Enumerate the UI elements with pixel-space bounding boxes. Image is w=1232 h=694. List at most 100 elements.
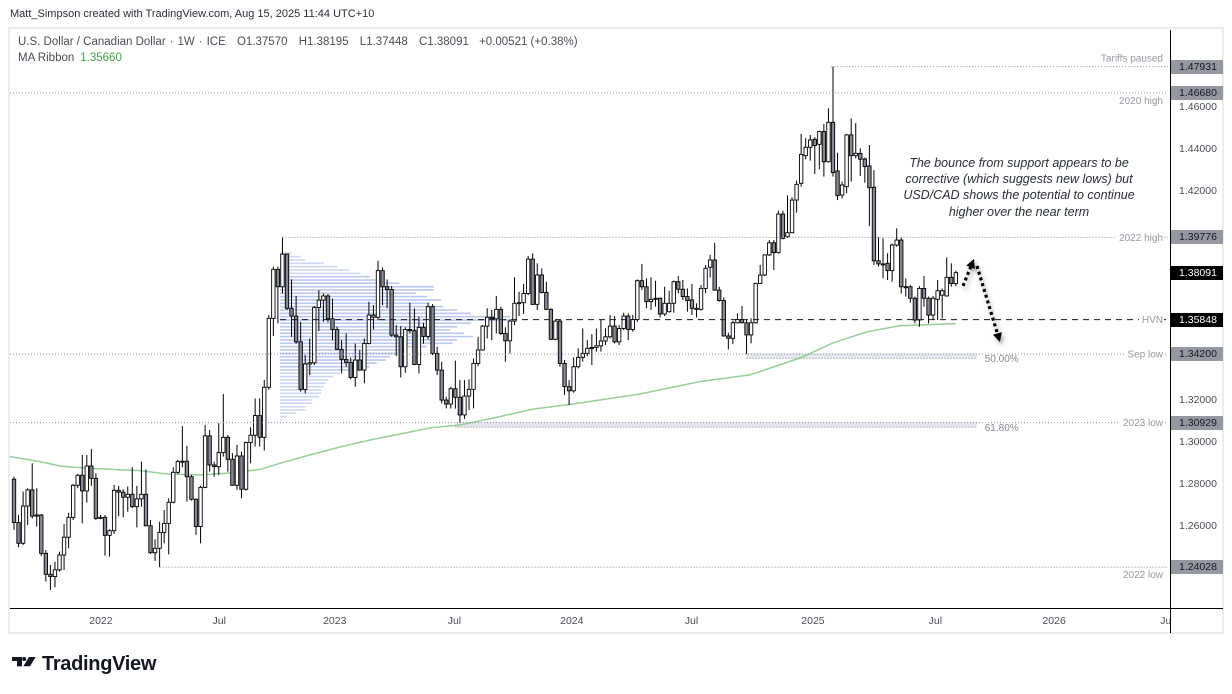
candle-body [808,139,813,148]
symbol-title[interactable]: U.S. Dollar / Canadian Dollar [18,36,166,48]
indicator-value: 1.35660 [80,52,122,64]
candle [289,279,294,337]
candle-body [817,131,822,145]
candle [703,264,708,294]
level-tariffs-paused[interactable]: Tariffs paused [831,54,1168,68]
candle-body [717,289,722,302]
candle [334,326,340,350]
candle-body [594,345,599,348]
candle [407,302,412,334]
candle [935,280,940,321]
candle [694,303,699,318]
candle-body [889,244,895,272]
annotation-text[interactable]: The bounce from support appears to be co… [899,155,1139,220]
candle [102,515,108,556]
candle-body [635,280,640,320]
author-watermark: Matt_Simpson created with TradingView.co… [10,8,375,20]
interval-label[interactable]: 1W [177,36,195,48]
candle [516,291,522,317]
volume-profile-row [279,335,474,338]
candle-body [653,297,658,300]
level-2023-low[interactable]: 2023 low [10,416,1168,430]
horizontal-levels[interactable]: Tariffs paused 2020 high 2022 high HVN Sep l… [10,54,1168,582]
candle [234,444,240,490]
candle [762,254,767,277]
candle-body [39,514,44,554]
indicator-legend-row[interactable]: MA Ribbon 1.35660 [18,50,578,66]
candle-body [412,330,417,365]
open-value: 1.37570 [245,36,288,48]
price-tick-label: 1.26000 [1179,519,1217,532]
close-label: C [418,36,428,48]
fib-band[interactable] [455,422,977,428]
candle-body [485,316,490,327]
candle [730,320,736,344]
volume-profile-row [279,292,416,295]
indicator-name[interactable]: MA Ribbon [18,52,75,64]
candle [553,320,558,341]
candle-body [821,131,827,163]
candle-body [389,289,394,336]
candle-body [293,315,299,343]
candle-body [444,399,449,405]
candle-body [676,281,681,290]
volume-profile-row [279,365,370,368]
candle-body [307,362,312,365]
candle [657,297,663,318]
arrow-shaft [961,266,973,287]
candle [284,253,290,310]
level-2020-high[interactable]: 2020 high [10,92,1168,107]
chart-pane[interactable]: 50.00% 61.80% Tariffs paused 2020 high 2022 … [10,54,1168,590]
level-2022-high[interactable]: 2022 high [282,231,1168,244]
ma-ribbon-line[interactable] [10,322,956,476]
candle [453,360,458,409]
volume-profile-row [279,252,292,255]
candle-body [662,302,667,315]
candle [648,277,654,310]
volume-profile-row [279,402,313,404]
time-axis[interactable]: 2022 Jul 2023 Jul 2024 Jul 2025 Jul 2026 Jul [10,609,1170,633]
price-axis[interactable]: 1.46000 1.44000 1.42000 1.32000 1.30000 1.280… [1170,30,1223,608]
candle [434,346,440,376]
candle [594,328,599,352]
candle-body [184,460,190,478]
level-hvn[interactable]: HVN [279,313,1168,327]
candle-body [621,315,626,329]
up-arrow[interactable] [961,258,975,287]
candle-body [193,498,199,527]
fibonacci-levels[interactable]: 50.00% 61.80% [455,353,1019,434]
candle [207,429,212,472]
down-arrow[interactable] [975,265,1002,343]
candle-body [421,326,426,337]
volume-profile-row [279,399,313,401]
candle-body [298,341,303,390]
symbol-legend-row[interactable]: U.S. Dollar / Canadian Dollar · 1W · ICE O1.… [18,34,578,50]
candle-body [52,569,58,578]
volume-profile-row [279,265,338,268]
volume-profile-row [279,345,428,348]
candle-body [353,359,358,378]
projection-arrows[interactable] [961,258,1002,343]
volume-profile-row [279,392,322,395]
candlestick-series[interactable] [11,66,958,590]
level-2022-low[interactable]: 2022 low [159,566,1168,581]
level-sep-low[interactable]: Sep low [10,348,1168,361]
tradingview-logo[interactable]: TradingView [10,653,180,676]
candle-body [562,362,567,388]
fib-band[interactable] [746,353,977,359]
candle-body [553,320,558,340]
candle [671,280,676,313]
level-label-bg [1119,416,1164,429]
candle [75,473,80,489]
candle-body [712,259,717,291]
candle [548,308,554,341]
candle [808,134,813,161]
candle-body [626,315,631,330]
price-tag: 1.47931 [1171,59,1223,74]
candle [685,288,690,312]
level-label: 2020 high [1119,96,1163,107]
candle [726,332,731,350]
time-tick-label: 2025 [801,615,825,627]
candle [416,316,422,374]
